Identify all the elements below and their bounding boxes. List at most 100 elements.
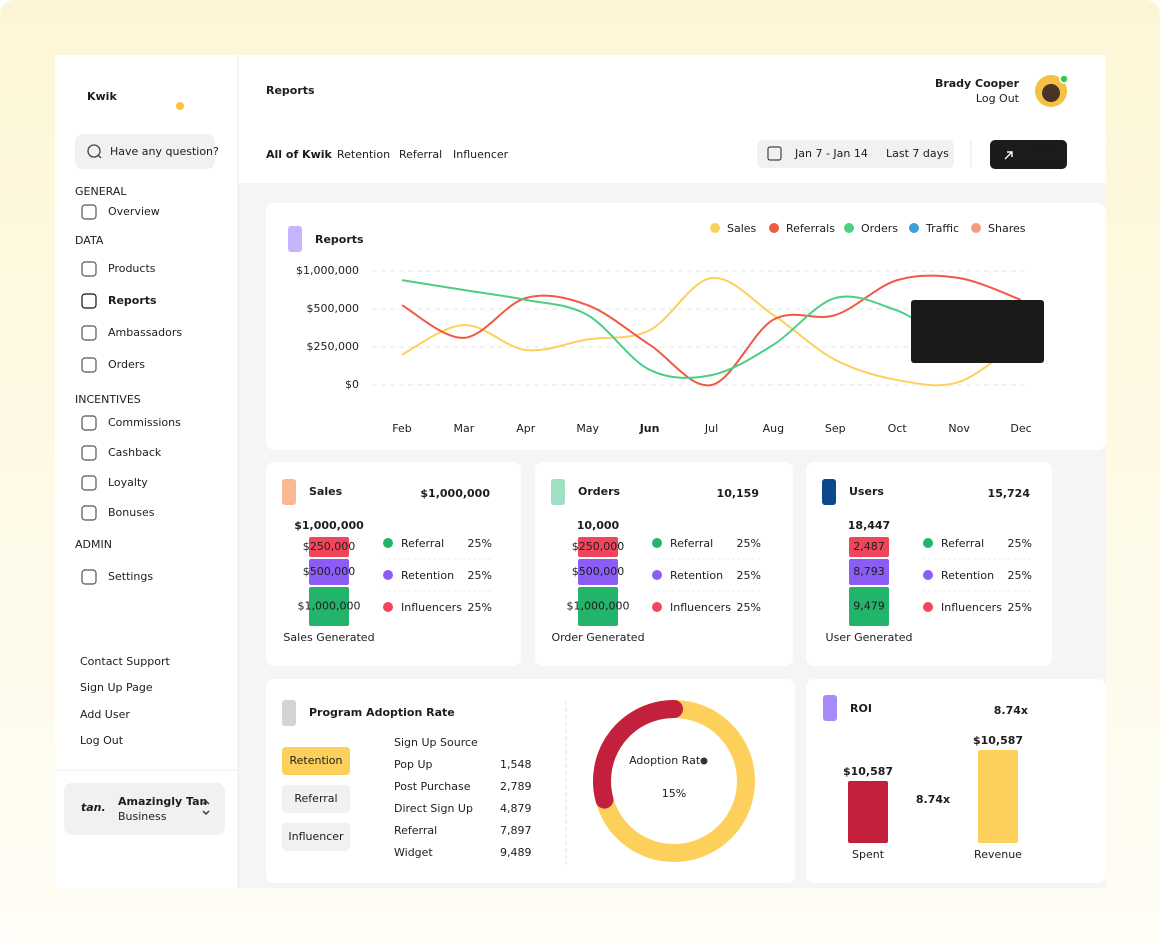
roi-value: 8.74x [994,704,1028,717]
filter-button[interactable] [282,747,350,775]
breakdown-percent: 25% [1008,569,1032,582]
user-name: Brady Cooper [935,77,1020,90]
revenue-bar [978,750,1018,843]
section-heading: INCENTIVES [75,393,141,406]
date-picker[interactable] [757,140,954,168]
stat-swatch [282,479,296,505]
breakdown-label: Referral [670,537,713,550]
stat-total: 15,724 [988,487,1031,500]
breakdown-percent: 25% [468,569,492,582]
source-name: Widget [394,846,433,859]
export-icon [1004,151,1013,160]
export-button[interactable] [990,140,1067,169]
segment-label: 2,487 [853,540,885,553]
stack-segment [309,559,349,585]
stack-segment [578,587,618,626]
tab[interactable]: All of Kwik [266,148,333,161]
nav-item[interactable]: Products [108,262,156,275]
nav-item[interactable]: Loyalty [108,476,148,489]
nav-icon [81,261,97,277]
source-count: 7,897 [500,824,532,837]
donut-label: Adoption Rate [629,754,707,767]
stack-segment [849,537,889,557]
chevron-icon [202,800,210,815]
filter-button[interactable] [282,785,350,813]
tooltip-value: $ 15,000 [925,336,979,349]
filter-button[interactable] [282,823,350,851]
segment-label: 9,479 [853,600,885,613]
footer-link[interactable]: Sign Up Page [80,681,153,694]
page-title: Reports [266,84,315,97]
revenue-label: $10,587 [973,734,1023,747]
breakdown-label: Influencers [401,601,462,614]
revenue-caption: Revenue [974,848,1022,861]
breakdown-dot [383,538,393,548]
footer-link[interactable]: Contact Support [80,655,170,668]
account-name: Amazingly Tan [118,795,207,808]
tab[interactable]: Referral [399,148,442,161]
export-label: Export [1020,148,1061,161]
logo: Kwik [87,90,117,103]
x-tick-label: Oct [888,422,908,435]
section-heading: GENERAL [75,185,127,198]
breakdown-dot [652,602,662,612]
nav-item[interactable]: Bonuses [108,506,155,519]
nav-item[interactable]: Overview [108,205,160,218]
nav-item[interactable]: Commissions [108,416,181,429]
breakdown-label: Referral [401,537,444,550]
search-box[interactable] [75,134,215,169]
nav-item[interactable]: Reports [108,294,157,307]
stat-title: Users [849,485,884,498]
breakdown-percent: 25% [468,537,492,550]
x-tick-label: Jul [704,422,718,435]
source-count: 2,789 [500,780,532,793]
x-tick-label: Aug [763,422,784,435]
source-name: Post Purchase [394,780,471,793]
segment-label: $500,000 [303,565,356,578]
x-tick-label: Apr [516,422,536,435]
online-dot [1059,74,1069,84]
tooltip-date: Thu, June 12, 2022 [924,312,1029,325]
breakdown-dot [652,570,662,580]
breakdown-dot [923,602,933,612]
nav-icon [81,204,97,220]
nav-item[interactable]: Ambassadors [108,326,182,339]
user-logout[interactable]: Log Out [976,92,1020,105]
x-tick-label: Nov [948,422,970,435]
account-switcher[interactable] [64,783,225,835]
legend-dot [909,223,919,233]
nav-item[interactable]: Cashback [108,446,162,459]
roi-title: ROI [850,702,872,715]
breakdown-label: Referral [941,537,984,550]
stat-total: 10,159 [717,487,759,500]
tab[interactable]: Retention [337,148,390,161]
x-tick-label: Dec [1010,422,1031,435]
footer-link[interactable]: Log Out [80,734,124,747]
segment-label: $500,000 [572,565,625,578]
account-role: Business [118,810,167,823]
tooltip [911,300,1044,363]
nav-item[interactable]: Settings [108,570,153,583]
nav-icon [81,445,97,461]
filter-label: Referral [294,792,337,805]
section-heading: DATA [75,234,104,247]
segment-label: $1,000,000 [298,600,361,613]
breakdown-label: Influencers [670,601,731,614]
breakdown-dot [923,538,933,548]
y-tick-label: $0 [345,378,359,391]
segment-label: 8,793 [853,565,885,578]
legend-dot [844,223,854,233]
breakdown-label: Retention [670,569,723,582]
legend-dot [710,223,720,233]
nav-item[interactable]: Orders [108,358,145,371]
roi-swatch [823,695,837,721]
search-icon [97,154,102,159]
footer-link[interactable]: Add User [80,708,130,721]
breakdown-percent: 25% [737,569,761,582]
info-icon [700,757,708,765]
donut-arc [593,700,683,809]
adoption-swatch [282,700,296,726]
y-tick-label: $250,000 [307,340,360,353]
tab[interactable]: Influencer [453,148,509,161]
breakdown-percent: 25% [737,601,761,614]
